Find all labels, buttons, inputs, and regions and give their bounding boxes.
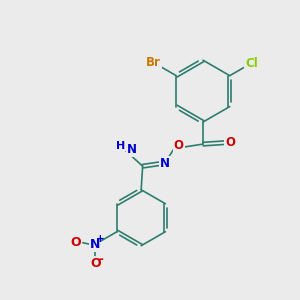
Text: N: N xyxy=(127,143,137,157)
Text: O: O xyxy=(174,139,184,152)
Text: +: + xyxy=(96,234,105,244)
Text: Cl: Cl xyxy=(245,57,258,70)
Text: N: N xyxy=(160,157,170,170)
Text: O: O xyxy=(71,236,81,249)
Text: Br: Br xyxy=(146,56,161,69)
Text: H: H xyxy=(116,141,125,151)
Text: -: - xyxy=(99,253,103,266)
Text: O: O xyxy=(225,136,236,149)
Text: O: O xyxy=(90,257,101,270)
Text: N: N xyxy=(90,238,101,251)
